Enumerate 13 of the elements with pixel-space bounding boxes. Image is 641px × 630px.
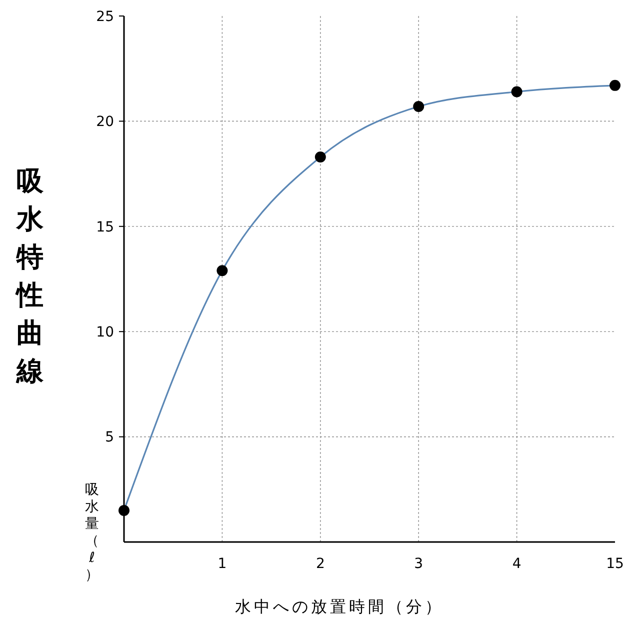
y-tick-label: 5 [105, 430, 114, 446]
x-axis-title: 水中への放置時間（分） [235, 597, 444, 616]
y-tick-label: 20 [96, 114, 114, 130]
y-axis-title: 吸水量（ℓ） [85, 482, 99, 583]
x-tick-label: 4 [512, 556, 522, 572]
x-tick-label: 15 [606, 556, 624, 572]
text: 吸水特性曲線 [14, 166, 44, 387]
y-tick-label: 25 [96, 8, 114, 25]
x-tick-label: 1 [218, 556, 227, 572]
y-tick-label: 10 [96, 324, 114, 340]
y-tick-label: 15 [96, 219, 114, 236]
x-tick-label: 3 [414, 556, 424, 572]
x-tick-label: 2 [316, 556, 325, 572]
